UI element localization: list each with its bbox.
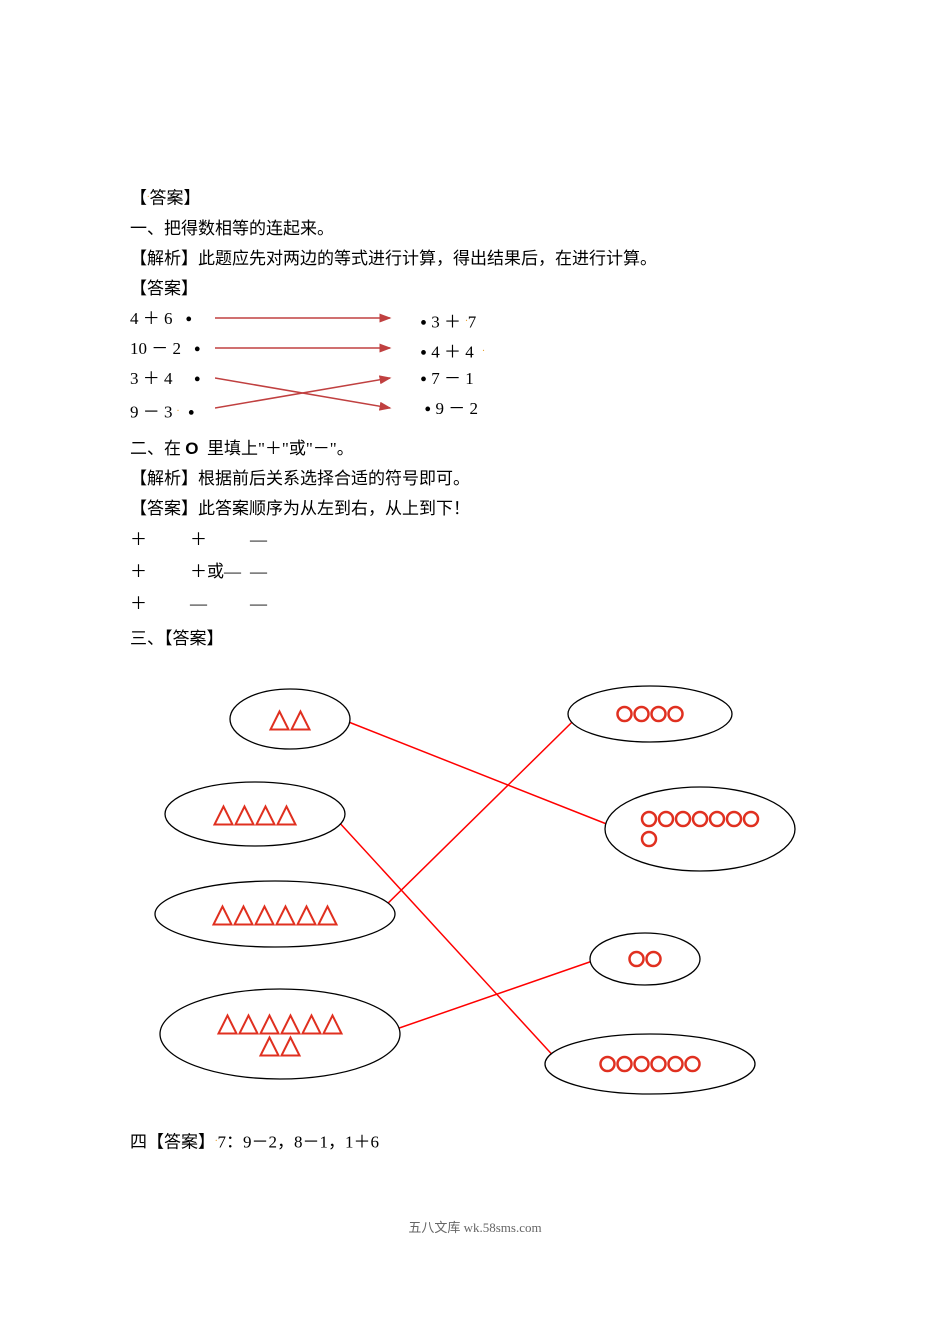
page-content: 【.答案】 一、把得数相等的连起来。 【解析】此题应先对两边的等式进行计算，得出… bbox=[0, 0, 950, 1276]
top-answer-label: 【.答案】 bbox=[130, 180, 820, 214]
expr-left-2: 3 ＋ 4 • bbox=[130, 364, 201, 394]
footer: 五八文库 wk.58sms.com bbox=[130, 1217, 820, 1236]
op-row-0: ＋＋— bbox=[130, 524, 820, 556]
section1-matching: 4 ＋ 6 • 10 － 2 • 3 ＋ 4 • 9 － 3 . • • 3 ＋… bbox=[130, 304, 820, 434]
expr-left-0: 4 ＋ 6 • bbox=[130, 304, 201, 334]
section1-left-col: 4 ＋ 6 • 10 － 2 • 3 ＋ 4 • 9 － 3 . • bbox=[130, 304, 201, 424]
expr-left-1: 10 － 2 • bbox=[130, 334, 201, 364]
section4-text: 四【答案】.7：9－2，8－1，1＋6 bbox=[130, 1124, 820, 1158]
op-row-2: ＋—— bbox=[130, 588, 820, 620]
section2-title: 二、在 O 里填上"＋"或"－"。 bbox=[130, 434, 820, 464]
expr-right-0: • 3 ＋ .7 bbox=[420, 304, 485, 334]
op-row-1: ＋＋或—— bbox=[130, 556, 820, 588]
section2-operators: ＋＋— ＋＋或—— ＋—— bbox=[130, 524, 820, 620]
section3-title: 三、【答案】 bbox=[130, 624, 820, 654]
section1-analysis: 【解析】此题应先对两边的等式进行计算，得出结果后，在进行计算。 bbox=[130, 244, 820, 274]
section2-analysis: 【解析】根据前后关系选择合适的符号即可。 bbox=[130, 464, 820, 494]
section3-svg bbox=[120, 674, 810, 1124]
section1-title: 一、把得数相等的连起来。 bbox=[130, 214, 820, 244]
dot-marker: . bbox=[147, 189, 150, 200]
section1-arrows-svg bbox=[215, 304, 425, 434]
section1-answer-label: 【答案】 bbox=[130, 274, 820, 304]
expr-right-2: • 7 － 1 bbox=[420, 364, 485, 394]
expr-left-3: 9 － 3 . • bbox=[130, 394, 201, 424]
section1-right-col: • 3 ＋ .7 • 4 ＋ 4 . • 7 － 1 • 9 － 2 bbox=[420, 304, 485, 424]
section3-diagram bbox=[120, 674, 810, 1124]
expr-right-3: • 9 － 2 bbox=[420, 394, 485, 424]
section2-answer: 【答案】此答案顺序为从左到右，从上到下！ bbox=[130, 494, 820, 524]
expr-right-1: • 4 ＋ 4 . bbox=[420, 334, 485, 364]
